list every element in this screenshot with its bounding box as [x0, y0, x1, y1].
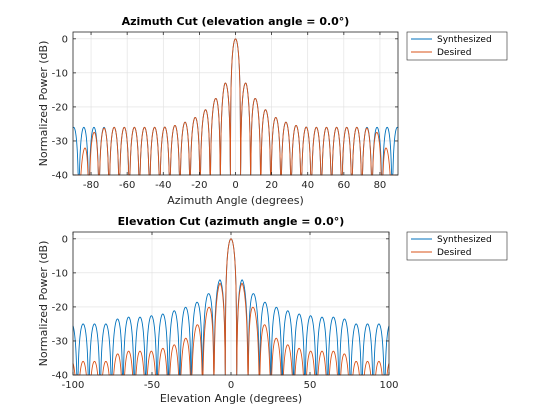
legend: Synthesized Desired: [406, 31, 508, 61]
y-tick-label: -40: [52, 171, 68, 182]
x-tick-label: 20: [265, 180, 278, 191]
x-axis-label: Azimuth Angle (degrees): [167, 194, 304, 207]
curves: [72, 238, 390, 376]
x-tick-label: -60: [119, 180, 135, 191]
azimuth-cut-panel: -80 -60 -40 -20 0 20 40 60 80 0 -10 -20 -30 -40 Azimu…: [37, 15, 508, 207]
legend: Synthesized Desired: [406, 231, 508, 261]
y-tick-label: -20: [52, 102, 68, 113]
x-tick-label: 80: [374, 180, 387, 191]
curves: [72, 38, 399, 176]
x-tick-label: 50: [304, 380, 317, 391]
elevation-cut-panel: -100 -50 0 50 100 0 -10 -20 -30 -40 Elevation Cut…: [37, 215, 508, 405]
x-tick-label: 40: [301, 180, 314, 191]
x-tick-label: 100: [379, 380, 398, 391]
y-tick-label: -40: [52, 371, 68, 382]
y-tick-label: -30: [52, 136, 68, 147]
y-tick-label: 0: [62, 34, 68, 45]
y-tick-label: -30: [52, 336, 68, 347]
legend-label-synthesized: Synthesized: [437, 235, 492, 245]
legend-label-desired: Desired: [437, 48, 471, 58]
x-tick-label: 0: [228, 380, 234, 391]
series-line-desired: [72, 38, 399, 176]
y-tick-label: -10: [52, 68, 68, 79]
y-tick-label: 0: [62, 234, 68, 245]
x-tick-label: -20: [191, 180, 207, 191]
legend-label-desired: Desired: [437, 248, 471, 258]
x-axis-label: Elevation Angle (degrees): [160, 392, 302, 405]
legend-box: [406, 231, 508, 261]
chart-title: Elevation Cut (azimuth angle = 0.0°): [118, 215, 345, 228]
legend-label-synthesized: Synthesized: [437, 35, 492, 45]
x-tick-label: -40: [155, 180, 171, 191]
tick-marks: -80 -60 -40 -20 0 20 40 60 80 0 -10 -20 -30 -40: [52, 32, 398, 191]
legend-box: [406, 31, 508, 61]
x-tick-label: 60: [337, 180, 350, 191]
y-axis-label: Normalized Power (dB): [37, 41, 50, 167]
x-tick-label: -80: [83, 180, 99, 191]
x-tick-label: 0: [232, 180, 238, 191]
x-tick-label: -50: [144, 380, 160, 391]
y-tick-label: -20: [52, 302, 68, 313]
x-tick-label: -100: [62, 380, 85, 391]
y-axis-label: Normalized Power (dB): [37, 241, 50, 367]
series-line-desired: [72, 238, 390, 376]
tick-marks: -100 -50 0 50 100 0 -10 -20 -30 -40: [52, 232, 399, 391]
y-tick-label: -10: [52, 268, 68, 279]
chart-title: Azimuth Cut (elevation angle = 0.0°): [122, 15, 350, 28]
